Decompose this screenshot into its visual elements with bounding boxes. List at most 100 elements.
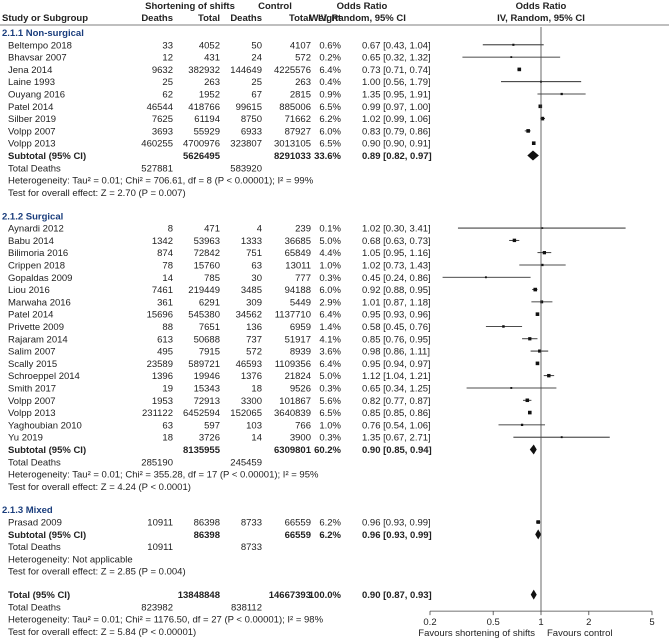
study-weight: 5.0% [319,236,341,247]
favours-left-label: Favours shortening of shifts [418,628,535,639]
exp-total: 19946 [194,371,220,382]
study-name: Liou 2016 [8,285,50,296]
study-name: Volpp 2007 [8,126,56,137]
subtotal-or: 0.96 [0.93, 0.99] [362,530,432,541]
exp-total: 72842 [194,248,220,259]
study-or: 0.76 [0.54, 1.06] [362,420,431,431]
point-estimate [541,227,544,229]
x-tick-label: 2 [586,617,591,628]
subtotal-diamond [527,150,539,161]
study-or: 1.02 [0.99, 1.06] [362,114,431,125]
overall-or: 0.90 [0.87, 0.93] [362,590,432,601]
study-or: 0.65 [0.32, 1.32] [362,53,431,64]
header-exp-deaths: Deaths [141,13,173,24]
subtotal-ctrl-total: 8291033 [274,151,311,162]
ctrl-deaths: 30 [251,273,262,284]
exp-total: 6452594 [183,408,220,419]
ctrl-total: 87927 [285,126,311,137]
point-estimate [484,276,487,279]
study-name: Volpp 2013 [8,408,56,419]
exp-total: 589721 [188,359,220,370]
ctrl-deaths: 8750 [241,114,262,125]
exp-deaths: 62 [162,90,173,101]
ctrl-total: 101867 [279,396,311,407]
overall-effect-test: Test for overall effect: Z = 5.84 (P < 0… [8,627,196,638]
exp-total: 263 [204,77,220,88]
ctrl-total: 766 [295,420,311,431]
study-or: 0.96 [0.93, 0.99] [362,518,431,529]
ctrl-deaths: 67 [251,90,262,101]
point-estimate [538,349,542,353]
study-weight: 2.9% [319,297,341,308]
study-name: Jena 2014 [8,65,52,76]
header-plot-title: Odds Ratio [516,1,567,12]
overall-ctrl-total: 14667393 [269,590,311,601]
exp-deaths: 78 [162,260,173,271]
total-deaths-exp: 527881 [141,163,173,174]
study-name: Smith 2017 [8,383,56,394]
study-or: 1.02 [0.73, 1.43] [362,260,431,271]
header-or-sub: IV, Random, 95% CI [318,13,406,24]
exp-deaths: 33 [162,40,173,51]
exp-deaths: 23589 [147,359,173,370]
subtotal-ctrl-total: 66559 [285,530,311,541]
subtotal-label: Subtotal (95% CI) [8,151,86,162]
exp-total: 418766 [188,102,220,113]
exp-total: 597 [204,420,220,431]
subgroup-title: 2.1.3 Mixed [2,505,53,516]
exp-total: 219449 [188,285,220,296]
total-deaths-ctrl: 245459 [230,457,262,468]
point-estimate [502,325,505,328]
exp-total: 61194 [194,114,220,125]
study-name: Bilimoria 2016 [8,248,68,259]
subtotal-exp-total: 86398 [194,530,220,541]
point-estimate [560,436,563,439]
total-deaths-ctrl: 8733 [241,542,262,553]
ctrl-total: 777 [295,273,311,284]
ctrl-deaths: 25 [251,77,262,88]
ctrl-deaths: 136 [246,322,262,333]
exp-total: 72913 [194,396,220,407]
exp-total: 3726 [199,433,220,444]
exp-total: 15343 [194,383,220,394]
study-name: Volpp 2007 [8,396,56,407]
overall-heterogeneity: Heterogeneity: Tau² = 0.01; Chi² = 1176.… [8,615,324,626]
study-or: 0.85 [0.85, 0.86] [362,408,431,419]
ctrl-deaths: 309 [246,297,262,308]
study-weight: 4.1% [319,334,341,345]
study-weight: 0.3% [319,383,341,394]
study-name: Aynardi 2012 [8,224,64,235]
study-or: 0.68 [0.63, 0.73] [362,236,431,247]
subtotal-label: Subtotal (95% CI) [8,445,86,456]
study-name: Volpp 2013 [8,139,56,150]
total-deaths-label: Total Deaths [8,457,61,468]
exp-deaths: 25 [162,77,173,88]
total-deaths-exp: 10911 [147,542,173,553]
ctrl-deaths: 34562 [236,310,262,321]
subtotal-diamond [529,444,537,455]
ctrl-total: 51917 [285,334,311,345]
heterogeneity: Heterogeneity: Tau² = 0.01; Chi² = 355.2… [8,470,319,481]
study-or: 1.35 [0.67, 2.71] [362,433,431,444]
study-or: 1.35 [0.95, 1.91] [362,90,431,101]
study-weight: 4.4% [319,248,341,259]
ctrl-total: 263 [295,77,311,88]
study-or: 0.85 [0.76, 0.95] [362,334,431,345]
ctrl-deaths: 323807 [230,139,262,150]
point-estimate [538,104,543,109]
ctrl-total: 21824 [285,371,311,382]
ctrl-total: 885006 [279,102,311,113]
ctrl-deaths: 572 [246,347,262,358]
ctrl-total: 4107 [290,40,311,51]
exp-total: 50688 [194,334,220,345]
point-estimate [560,92,563,96]
exp-deaths: 613 [157,334,173,345]
ctrl-deaths: 24 [251,53,262,64]
study-weight: 6.5% [319,139,341,150]
exp-total: 7915 [199,347,220,358]
exp-total: 55929 [194,126,220,137]
ctrl-deaths: 1376 [241,371,262,382]
ctrl-total: 3640839 [274,408,311,419]
exp-total: 382932 [188,65,220,76]
study-weight: 1.4% [319,322,341,333]
